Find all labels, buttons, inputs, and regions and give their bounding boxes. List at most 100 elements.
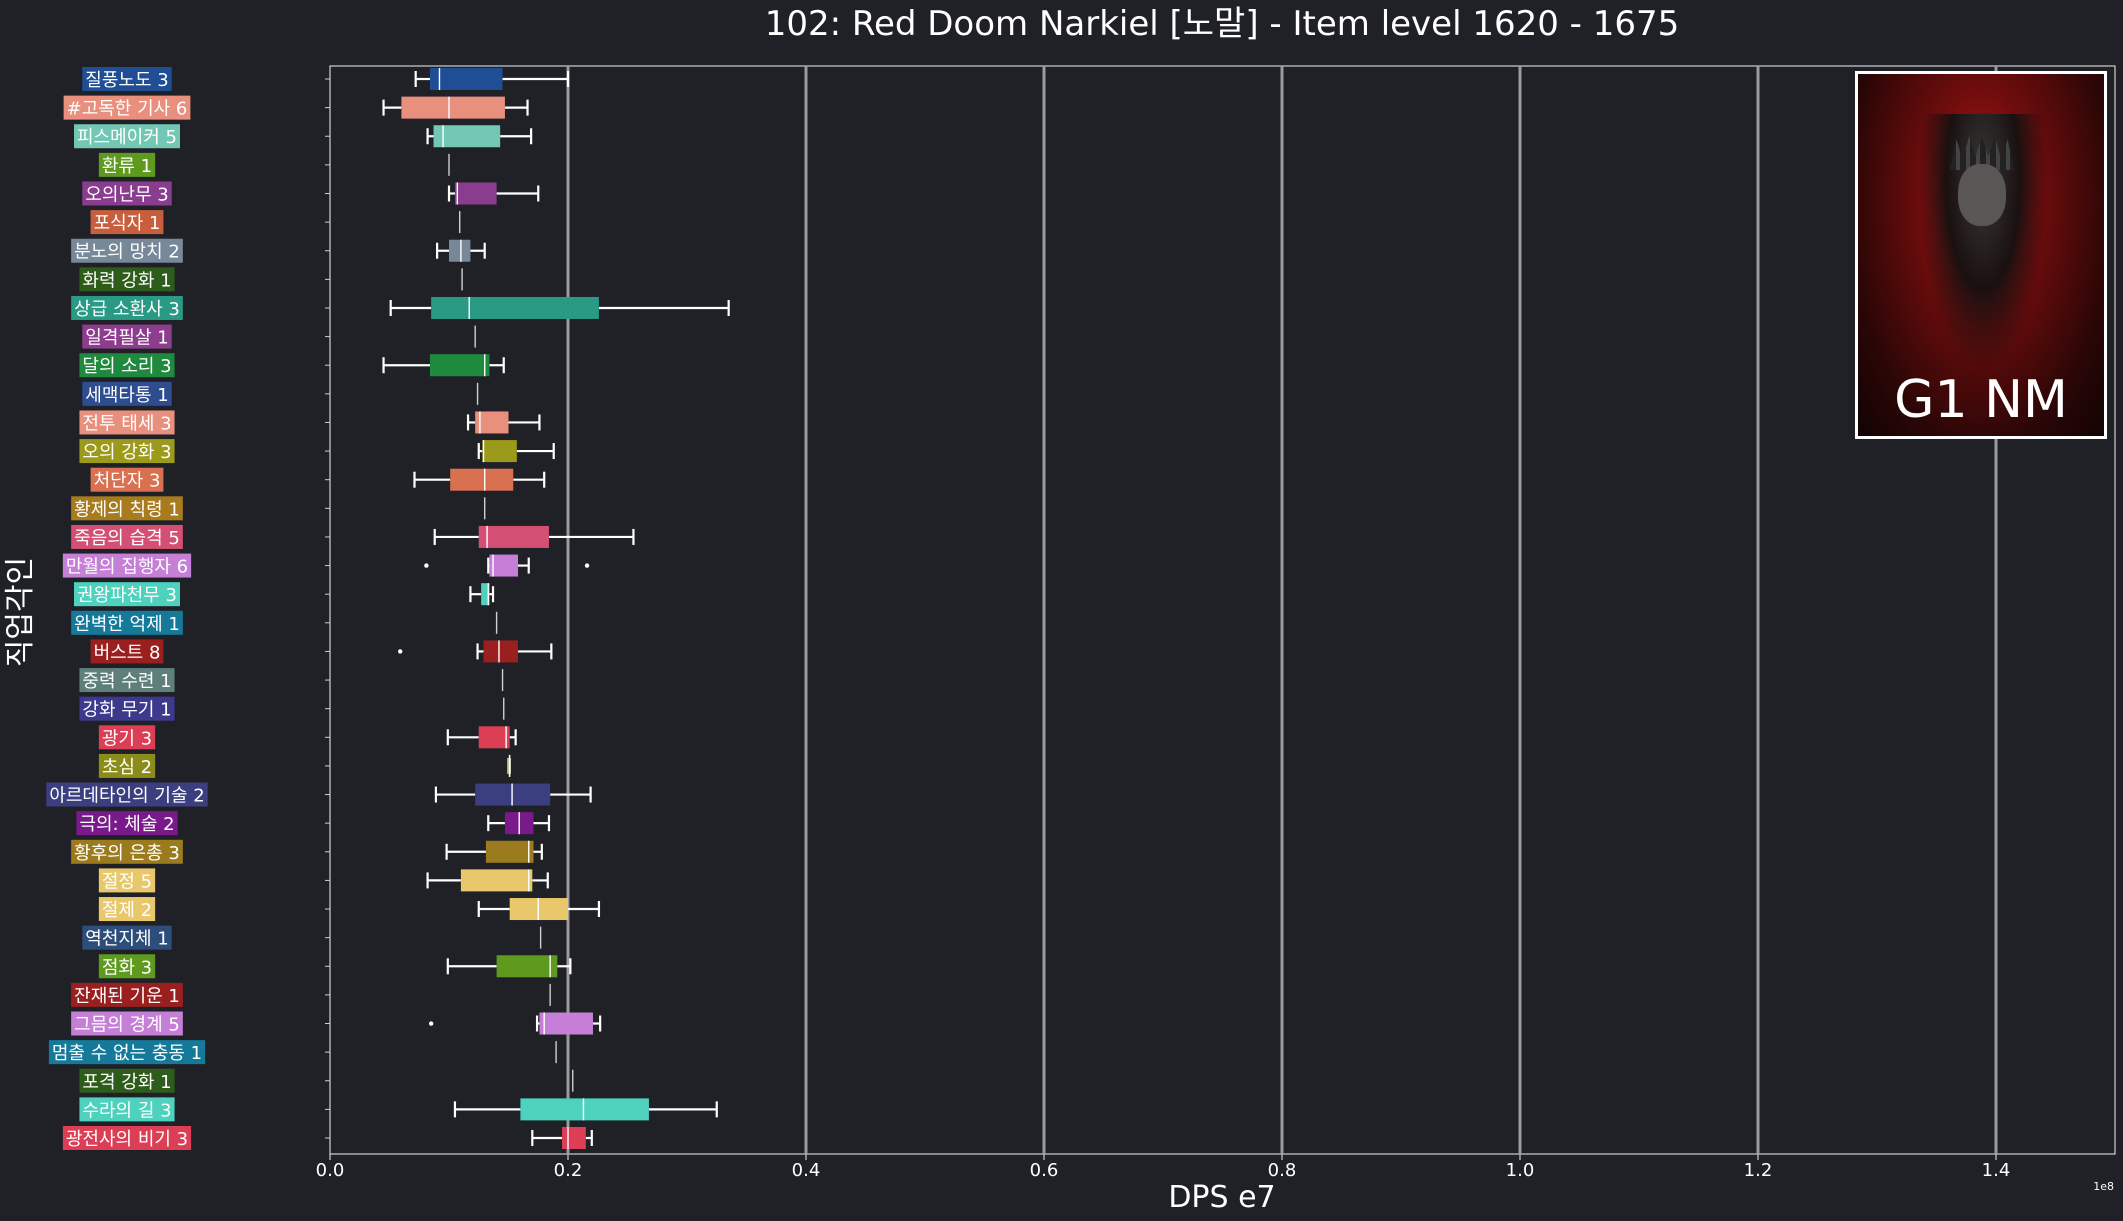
category-label: 환류 1	[98, 152, 156, 177]
category-label: 멈출 수 없는 충동 1	[48, 1040, 206, 1065]
category-label: 중력 수련 1	[79, 668, 175, 693]
category-label-background	[98, 152, 156, 177]
category-labels: 질풍노도 3 #고독한 기사 6 피스메이커 5 환류 1 오의난무 3 포식자 1 분노의…	[46, 67, 330, 1150]
category-label: 권왕파천무 3	[74, 582, 180, 607]
x-tick-label: 0.4	[792, 1160, 821, 1181]
box-group	[413, 468, 546, 491]
category-label: 잔재된 기운 1	[71, 982, 183, 1007]
box-iqr	[454, 182, 497, 205]
category-label-background	[71, 610, 183, 635]
category-label: 처단자 3	[90, 467, 164, 492]
category-label: 세맥타통 1	[82, 381, 172, 406]
box-group	[466, 411, 541, 434]
category-label: 황제의 칙령 1	[71, 496, 183, 521]
category-label: 아르데타인의 기술 2	[46, 782, 208, 807]
category-label: 완벽한 억제 1	[71, 610, 183, 635]
category-label-background	[71, 295, 183, 320]
category-label-text: 버스트 8	[94, 642, 161, 663]
category-label-text: 절제 2	[102, 900, 152, 921]
box-group	[477, 898, 601, 921]
box-group	[389, 296, 730, 319]
box-group	[446, 726, 517, 749]
box-group	[445, 840, 543, 863]
x-tick-label: 1.2	[1744, 1160, 1773, 1181]
boss-portrait: G1 NM	[1855, 71, 2107, 439]
x-axis-ticks: 0.0 0.2 0.4 0.6 0.8 1.0 1.2 1.4	[316, 1154, 2010, 1181]
category-label-background	[90, 210, 164, 235]
category-label-text: 전투 태세 3	[82, 413, 171, 434]
box-group	[453, 1098, 718, 1121]
category-label-text: 화력 강화 1	[82, 270, 171, 291]
box-iqr	[539, 1012, 593, 1035]
box-group	[434, 783, 592, 806]
category-label-text: 질풍노도 3	[85, 70, 168, 91]
category-label: 오의 강화 3	[79, 439, 175, 464]
box-iqr	[483, 640, 519, 663]
category-label-text: 권왕파천무 3	[77, 585, 177, 606]
box-series	[382, 68, 730, 1149]
box-group	[487, 812, 551, 835]
category-label-background	[71, 1011, 183, 1036]
box-iqr	[481, 583, 490, 606]
box-group	[428, 1012, 602, 1035]
box-iqr	[562, 1127, 586, 1149]
category-label: 역천지체 1	[82, 925, 172, 950]
category-label-background	[79, 1068, 175, 1093]
box-iqr	[489, 554, 519, 577]
x-tick-label: 0.6	[1030, 1160, 1059, 1181]
category-label: 달의 소리 3	[79, 353, 175, 378]
box-iqr	[431, 296, 599, 319]
category-label-text: 오의난무 3	[85, 184, 168, 205]
category-label-text: 상급 소환사 3	[74, 299, 180, 320]
category-label: 광기 3	[98, 725, 156, 750]
box-iqr	[429, 68, 503, 90]
category-label-text: 아르데타인의 기술 2	[49, 786, 204, 807]
category-label: 강화 무기 1	[79, 696, 175, 721]
box-group	[436, 239, 486, 262]
box-iqr	[449, 239, 471, 262]
category-label: 죽음의 습격 5	[71, 524, 183, 549]
category-label-background	[98, 753, 156, 778]
box-iqr	[450, 468, 514, 491]
category-label-text: 만월의 집행자 6	[66, 557, 188, 578]
box-group	[447, 182, 540, 205]
category-label-text: 황제의 칙령 1	[74, 499, 180, 520]
category-label-background	[90, 467, 164, 492]
box-iqr	[485, 840, 534, 863]
category-label-background	[62, 553, 192, 578]
category-label-text: 황후의 은총 3	[74, 843, 180, 864]
category-label-background	[71, 839, 183, 864]
category-label-background	[46, 782, 208, 807]
category-label: 극의: 체술 2	[76, 811, 178, 836]
plot-area-frame	[329, 65, 2116, 1155]
category-label-background	[79, 353, 175, 378]
box-group	[531, 1127, 593, 1149]
category-label: 포격 강화 1	[79, 1068, 175, 1093]
category-label: 오의난무 3	[82, 181, 172, 206]
category-label-text: 달의 소리 3	[82, 356, 171, 377]
box-group	[382, 354, 505, 377]
category-label: 황후의 은총 3	[71, 839, 183, 864]
grid-lines	[566, 66, 1998, 1154]
category-label-background	[82, 925, 172, 950]
box-group	[433, 525, 635, 548]
category-label: 광전사의 비기 3	[62, 1126, 192, 1150]
outlier-point	[424, 563, 429, 568]
category-label: 그믐의 경계 5	[71, 1011, 183, 1036]
x-tick-label: 1.0	[1506, 1160, 1535, 1181]
category-label-background	[79, 267, 175, 292]
category-label: 피스메이커 5	[74, 124, 180, 149]
box-group	[414, 68, 570, 90]
category-label-text: 처단자 3	[94, 471, 161, 492]
box-group	[507, 754, 511, 777]
category-label-background	[82, 67, 172, 91]
category-label-background	[79, 439, 175, 464]
category-label-background	[62, 1126, 192, 1150]
category-label-background	[48, 1040, 206, 1065]
category-label-text: 피스메이커 5	[77, 127, 177, 148]
box-group	[426, 125, 533, 148]
box-iqr	[433, 125, 501, 148]
box-iqr	[401, 96, 505, 119]
chart-title: 102: Red Doom Narkiel [노말] - Item level …	[765, 4, 1680, 44]
category-label: 초심 2	[98, 753, 156, 778]
